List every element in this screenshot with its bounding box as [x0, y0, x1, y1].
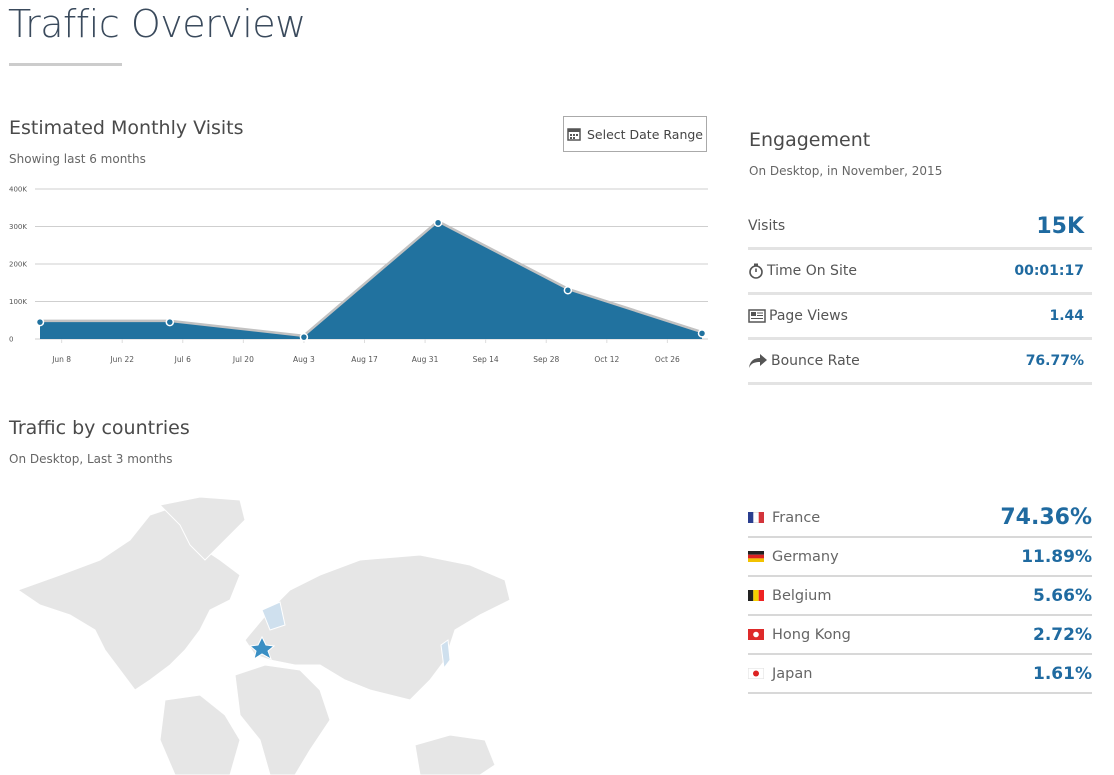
engagement-row: Bounce Rate 76.77%	[748, 340, 1092, 385]
world-map	[16, 496, 511, 775]
eurasia	[244, 554, 511, 701]
country-name: France	[772, 509, 821, 526]
south-america	[159, 694, 241, 775]
data-point	[165, 317, 175, 327]
metric-label: Visits	[748, 218, 786, 234]
data-point	[299, 332, 309, 342]
y-tick-label: 300K	[9, 223, 27, 231]
country-share: 2.72%	[1033, 624, 1092, 645]
area	[40, 222, 702, 339]
x-tick-label: Sep 28	[533, 355, 559, 364]
metric-label: Page Views	[769, 308, 848, 324]
page-title: Traffic Overview	[8, 2, 306, 46]
country-name: Belgium	[772, 587, 832, 604]
x-tick-label: Sep 14	[473, 355, 499, 364]
country-row: Germany 11.89%	[748, 538, 1092, 577]
x-tick-label: Aug 3	[293, 355, 315, 364]
x-tick-label: Jun 22	[109, 355, 134, 364]
date-range-button[interactable]: Select Date Range	[563, 116, 707, 152]
country-share: 11.89%	[1021, 546, 1092, 567]
y-tick-label: 400K	[9, 186, 27, 194]
engagement-title: Engagement	[749, 129, 871, 151]
france-region	[248, 635, 276, 661]
x-tick-label: Jul 6	[174, 355, 191, 364]
title-rule	[9, 63, 122, 66]
engagement-row: Visits 15K	[748, 205, 1092, 250]
visits-chart: 0 100K 200K 300K 400K Jun 8 Jun 22 Jul 6 Jul 20 A…	[9, 186, 708, 364]
country-share: 1.61%	[1033, 663, 1092, 684]
country-row: France 74.36%	[748, 499, 1092, 538]
x-tick-label: Oct 26	[655, 355, 680, 364]
country-name: Japan	[772, 665, 813, 682]
engagement-row: Page Views 1.44	[748, 295, 1092, 340]
countries-subtitle: On Desktop, Last 3 months	[9, 452, 173, 466]
x-tick-label: Jun 8	[51, 355, 71, 364]
metric-value: 15K	[1036, 213, 1084, 239]
pages-icon	[748, 309, 766, 323]
country-row: Belgium 5.66%	[748, 577, 1092, 616]
section-subtitle: Showing last 6 months	[9, 152, 146, 166]
countries-title: Traffic by countries	[9, 417, 190, 439]
metric-label: Time On Site	[767, 263, 857, 279]
japan-region	[440, 639, 451, 670]
flag	[748, 551, 764, 562]
flag	[748, 629, 764, 640]
flag	[748, 512, 764, 523]
x-tick-label: Aug 17	[351, 355, 378, 364]
country-row: Hong Kong 2.72%	[748, 616, 1092, 655]
country-row: Japan 1.61%	[748, 655, 1092, 694]
x-tick-label: Aug 31	[412, 355, 439, 364]
metric-value: 1.44	[1049, 308, 1084, 324]
button-label: Select Date Range	[586, 126, 703, 142]
calendar-icon	[567, 128, 581, 141]
data-point	[433, 218, 443, 227]
flag	[748, 590, 764, 601]
y-tick-label: 0	[9, 336, 13, 344]
y-tick-label: 200K	[9, 261, 27, 269]
bounce-icon	[749, 354, 767, 368]
clock-icon	[749, 263, 763, 279]
germany-region	[261, 601, 286, 631]
x-tick-label: Oct 12	[594, 355, 619, 364]
data-point	[563, 286, 573, 295]
engagement-subtitle: On Desktop, in November, 2015	[749, 164, 943, 178]
y-tick-label: 100K	[9, 298, 27, 306]
metric-label: Bounce Rate	[771, 353, 860, 369]
country-name: Hong Kong	[772, 626, 851, 643]
x-tick-label: Jul 20	[232, 355, 254, 364]
australia	[414, 734, 496, 775]
metric-value: 76.77%	[1025, 353, 1084, 369]
section-title: Estimated Monthly Visits	[9, 117, 244, 139]
country-share: 5.66%	[1033, 585, 1092, 606]
metric-value: 00:01:17	[1014, 263, 1084, 279]
country-name: Germany	[772, 548, 839, 565]
flag	[748, 668, 764, 679]
data-point	[35, 317, 45, 327]
country-share: 74.36%	[1000, 505, 1092, 530]
engagement-row: Time On Site 00:01:17	[748, 250, 1092, 295]
africa	[234, 664, 331, 775]
greenland	[158, 496, 246, 561]
data-point	[697, 329, 707, 338]
north-america	[16, 504, 241, 691]
